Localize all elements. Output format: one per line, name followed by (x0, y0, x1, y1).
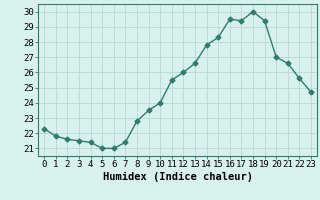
X-axis label: Humidex (Indice chaleur): Humidex (Indice chaleur) (103, 172, 252, 182)
